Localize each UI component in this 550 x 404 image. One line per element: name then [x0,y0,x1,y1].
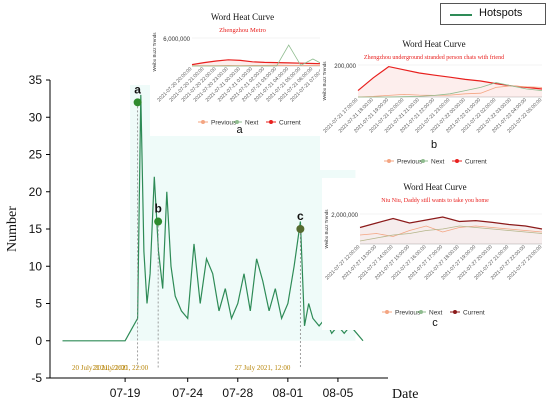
inset-legend-label-next: Next [429,310,443,317]
inset-legend-label-previous: Previous [395,310,421,317]
inset-legend-label-previous: Previous [211,120,237,127]
inset-legend-dot-previous [201,120,205,124]
inset-legend-label-current: Current [465,159,487,166]
inset-legend-label-next: Next [431,159,445,166]
inset-legend-label-next: Next [245,120,259,127]
inset-panel-b: Word Heat Curve Zhengzhou underground str… [320,35,548,170]
inset-legend-dot-next [235,120,239,124]
inset-subtitle: Niu Niu, Daddy still wants to take you h… [381,198,489,204]
legend-swatch-hotspots [450,14,472,16]
inset-line-previous [359,225,543,237]
inset-title: Word Heat Curve [402,39,465,49]
y-tick-label: 20 [29,185,43,199]
inset-line-next [359,225,543,242]
inset-panel-label: b [431,139,437,151]
y-tick-label: -5 [31,371,42,385]
marker-annotation-b: 21 July 2021, 22:00 [93,364,149,372]
marker-label-a: a [134,82,141,96]
marker-annotation-a: 20 July 2021, 21:00 [72,364,128,372]
inset-b-chart: Word Heat Curve Zhengzhou underground str… [322,39,544,166]
marker-point-a [133,98,142,107]
inset-c-chart: Word Heat Curve Niu Niu, Daddy still want… [324,182,544,329]
y-tick-label: 15 [29,222,43,236]
marker-label-c: c [297,209,304,223]
x-tick-label: 08-05 [323,386,354,400]
inset-title: Word Heat Curve [211,12,274,22]
y-tick-label: 0 [35,334,42,348]
inset-y-tick: 6,000,000 [163,37,190,43]
inset-line-current [191,59,326,66]
inset-y-label: Weibo Buzz Trends [324,209,329,249]
y-tick-label: 5 [35,297,42,311]
x-tick-label: 07-19 [110,386,141,400]
y-tick-label: 30 [29,110,43,124]
inset-legend-dot-current [269,120,273,124]
inset-legend-label-current: Current [279,120,301,127]
chart-legend: Hotspots [440,3,546,25]
inset-line-next [358,82,543,98]
inset-panel-c: Word Heat Curve Niu Niu, Daddy still want… [322,178,548,330]
y-tick-label: 10 [29,259,43,273]
y-tick-label: 35 [29,73,43,87]
inset-subtitle: Zhengzhou Metro [219,27,266,34]
inset-y-tick: 200,000 [334,64,356,70]
inset-legend-dot-previous [387,159,391,163]
inset-panel-label: c [432,317,438,329]
inset-panel-label: a [236,124,243,136]
inset-legend-label-previous: Previous [397,159,423,166]
inset-area-current [192,59,325,66]
inset-title: Word Heat Curve [403,182,466,192]
inset-area-current [358,66,542,97]
legend-label-hotspots: Hotspots [479,7,523,19]
inset-subtitle: Zhengzhou underground stranded person ch… [364,54,504,61]
x-axis-title: Date [392,387,418,402]
inset-line-current [359,216,543,230]
inset-legend-dot-current [453,310,457,314]
inset-y-tick: 2,000,000 [331,213,358,219]
x-tick-label: 07-24 [172,386,203,400]
series-line-hotspots [62,94,364,342]
marker-point-b [154,217,163,226]
inset-legend-dot-next [421,159,425,163]
y-axis-title: Number [5,206,20,252]
inset-legend-label-current: Current [463,310,485,317]
inset-y-label: Weibo Buzz Trends [322,61,327,101]
inset-legend-dot-next [419,310,423,314]
inset-legend-dot-current [455,159,459,163]
x-tick-label: 07-28 [222,386,253,400]
inset-y-label: Weibo Buzz Trends [152,32,157,72]
inset-line-next [192,44,326,67]
marker-annotation-c: 27 July 2021, 12:00 [235,364,291,372]
x-tick-label: 08-01 [273,386,304,400]
marker-label-b: b [154,202,161,216]
inset-legend-dot-previous [385,310,389,314]
inset-panel-a: Word Heat Curve Zhengzhou Metro Weibo Buzz… [150,8,335,136]
inset-area-current [360,217,542,244]
y-tick-label: 25 [29,148,43,162]
inset-a-chart: Word Heat Curve Zhengzhou Metro Weibo Buzz… [152,12,327,136]
marker-point-c [296,225,305,233]
